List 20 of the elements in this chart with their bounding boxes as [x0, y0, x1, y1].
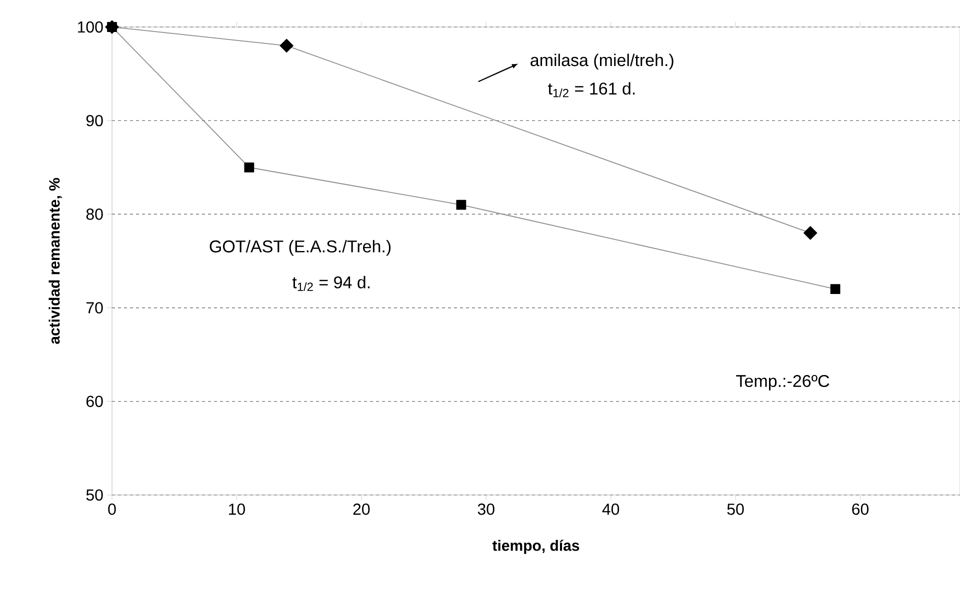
annotation: Temp.:-26ºC	[736, 374, 830, 390]
y-tick-label: 60	[86, 396, 103, 408]
x-tick-label: 30	[478, 504, 494, 515]
x-tick-label: 40	[602, 504, 620, 515]
x-tick-label: 50	[727, 504, 744, 515]
x-tick-label: 20	[353, 504, 370, 515]
x-tick-label: 0	[108, 504, 116, 515]
x-tick-label: 60	[852, 504, 869, 515]
y-tick-label: 100	[78, 21, 103, 33]
x-tick-label: 10	[229, 504, 245, 515]
y-tick-label: 50	[86, 489, 103, 501]
y-tick-label: 90	[86, 114, 103, 126]
y-axis-title: actividad remanente, %	[48, 178, 62, 344]
annotation: t$_{1/2}$ = 94 d.	[292, 276, 370, 292]
annotation: amilasa (miel/treh.)	[530, 54, 674, 70]
annotation: GOT/AST (E.A.S./Treh.)	[210, 240, 391, 256]
x-axis-title: tiempo, días	[492, 540, 580, 554]
annotation: t$_{1/2}$ = 161 d.	[548, 82, 635, 98]
y-tick-label: 70	[86, 302, 103, 314]
y-tick-label: 80	[86, 208, 103, 220]
